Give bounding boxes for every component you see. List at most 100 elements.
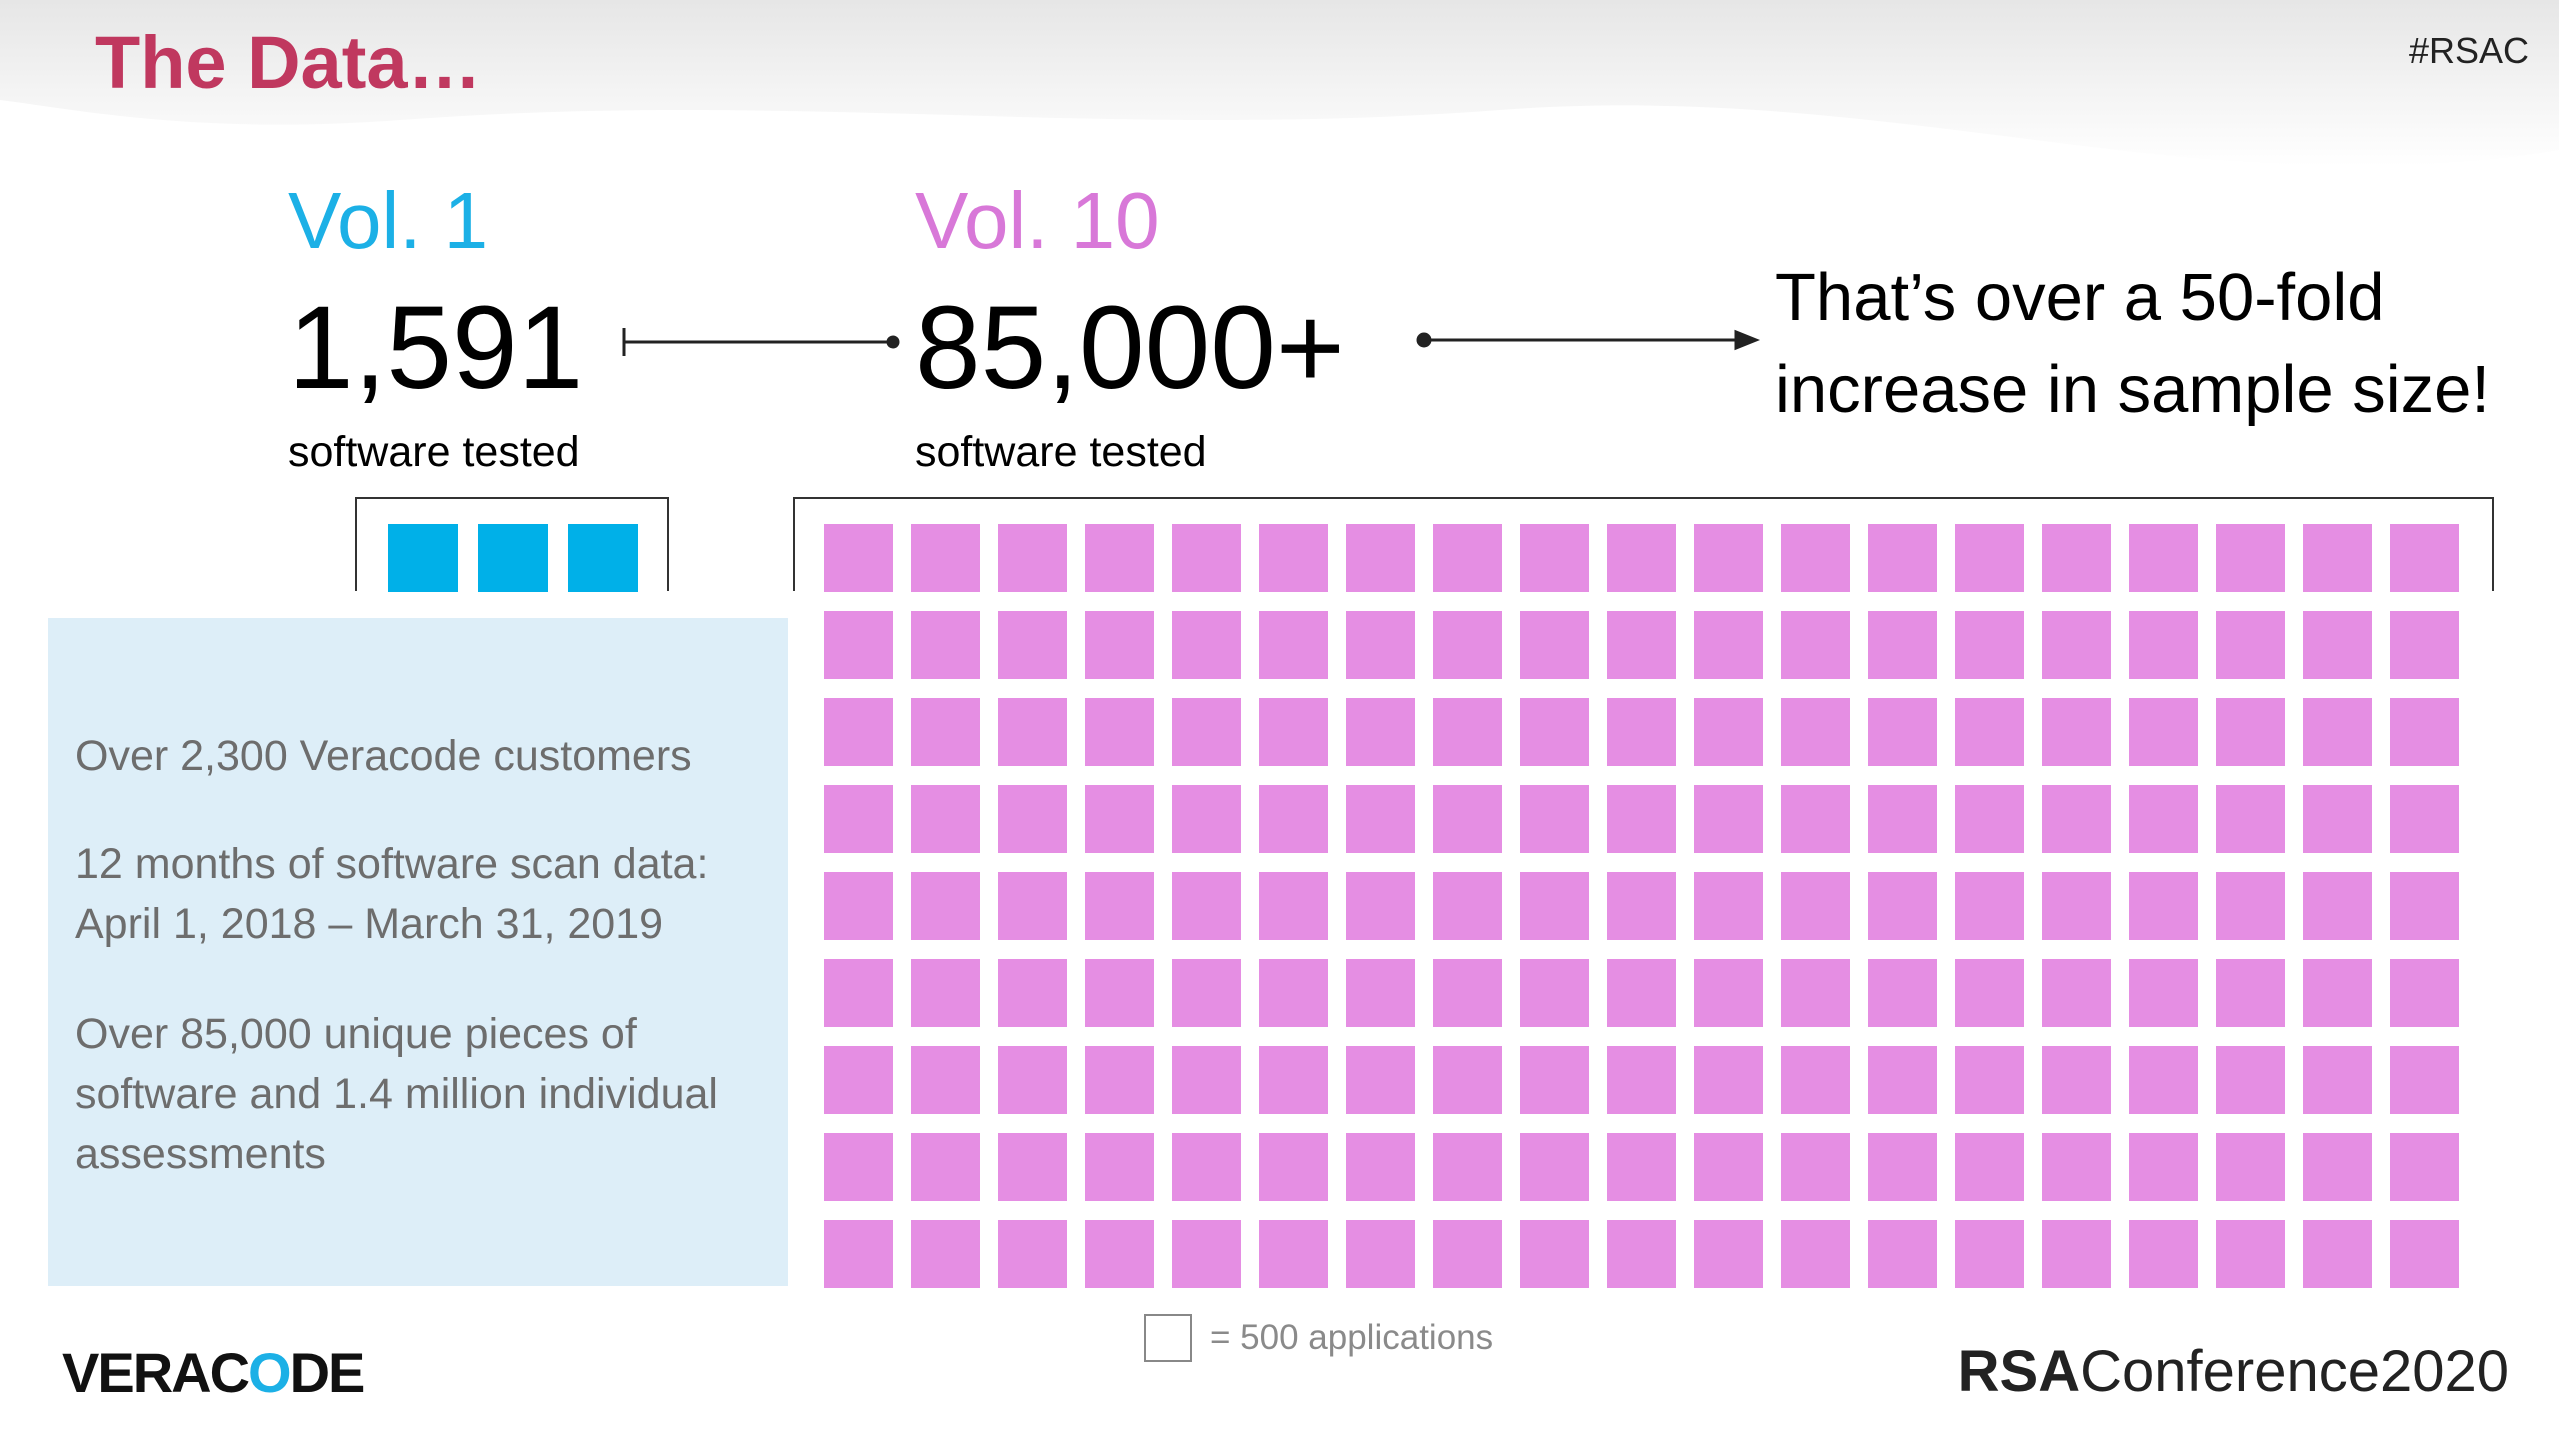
vol10-block	[2303, 872, 2372, 940]
rsa-conference-logo: RSAConference2020	[1958, 1338, 2509, 1405]
hashtag: #RSAC	[2408, 30, 2529, 71]
vol10-block	[1955, 1220, 2024, 1288]
vol10-block	[1346, 1220, 1415, 1288]
vol10-block	[1694, 959, 1763, 1027]
vol10-block	[1520, 959, 1589, 1027]
vol10-block	[1520, 872, 1589, 940]
vol10-block	[1346, 1133, 1415, 1201]
vol10-block	[1520, 1046, 1589, 1114]
legend-square	[1144, 1314, 1192, 1362]
vol10-block	[824, 524, 893, 592]
callout-line-1: That’s over a 50-fold	[1775, 260, 2385, 335]
vol10-block	[1694, 524, 1763, 592]
vol10-block	[824, 959, 893, 1027]
vol10-block	[1520, 611, 1589, 679]
vol10-block	[1433, 1220, 1502, 1288]
vol10-block	[1955, 698, 2024, 766]
vol10-block	[1955, 959, 2024, 1027]
vol10-block	[2390, 611, 2459, 679]
vol10-block	[2129, 785, 2198, 853]
vol10-block	[1955, 1046, 2024, 1114]
vol10-block	[1607, 872, 1676, 940]
vol10-block	[2042, 698, 2111, 766]
info-scan-line-1: 12 months of software scan data:	[75, 840, 709, 888]
vol10-block	[2129, 959, 2198, 1027]
vol10-block	[911, 698, 980, 766]
vol10-block	[2129, 1133, 2198, 1201]
vol10-block	[1085, 1046, 1154, 1114]
vol10-block	[1346, 1046, 1415, 1114]
vol10-block	[1694, 785, 1763, 853]
vol10-block	[1781, 1046, 1850, 1114]
vol10-block	[1694, 611, 1763, 679]
vol10-block	[2390, 524, 2459, 592]
vol10-block	[998, 785, 1067, 853]
vol10-block	[998, 698, 1067, 766]
vol10-block	[1259, 1046, 1328, 1114]
vol1-count: 1,591	[288, 282, 584, 414]
vol10-block	[1520, 1133, 1589, 1201]
vol10-block	[1346, 785, 1415, 853]
vol10-block	[1781, 698, 1850, 766]
vol10-block	[998, 1133, 1067, 1201]
vol10-block	[2216, 1220, 2285, 1288]
vol10-block	[2303, 959, 2372, 1027]
vol10-block	[911, 611, 980, 679]
vol10-block	[911, 785, 980, 853]
vol10-block	[911, 959, 980, 1027]
vol10-block	[1868, 524, 1937, 592]
vol10-block	[1085, 959, 1154, 1027]
vol10-block	[1172, 524, 1241, 592]
info-panel	[48, 618, 788, 1286]
vol10-block	[1607, 611, 1676, 679]
rsa-logo-b: Conference2020	[2080, 1339, 2509, 1404]
vol10-block	[911, 1046, 980, 1114]
vol10-block	[2303, 1133, 2372, 1201]
vol10-block	[1433, 611, 1502, 679]
vol10-block	[2042, 524, 2111, 592]
vol10-block	[1607, 785, 1676, 853]
vol10-block	[1781, 1220, 1850, 1288]
vol10-block	[1259, 611, 1328, 679]
vol10-block	[1259, 1220, 1328, 1288]
vol10-block	[1172, 1220, 1241, 1288]
vol10-block	[1433, 698, 1502, 766]
vol10-block	[2042, 872, 2111, 940]
vol10-block	[1607, 1133, 1676, 1201]
vol10-block	[1520, 698, 1589, 766]
vol10-block	[1433, 1046, 1502, 1114]
vol10-block	[2303, 785, 2372, 853]
vol10-block	[998, 1220, 1067, 1288]
vol10-block	[1259, 872, 1328, 940]
info-software-line-2: software and 1.4 million individual	[75, 1070, 718, 1118]
vol10-block	[2129, 1220, 2198, 1288]
vol10-block	[2129, 872, 2198, 940]
vol10-block	[824, 1046, 893, 1114]
vol10-block	[2042, 1046, 2111, 1114]
veracode-logo-b: O	[248, 1341, 292, 1404]
vol10-block	[1433, 785, 1502, 853]
vol10-block	[1346, 698, 1415, 766]
vol10-block	[1085, 611, 1154, 679]
vol10-block	[824, 785, 893, 853]
vol1-subtitle: software tested	[288, 428, 580, 476]
info-software-line-3: assessments	[75, 1130, 326, 1178]
info-software-count: Over 85,000 unique pieces of software an…	[75, 1004, 718, 1184]
vol10-block	[824, 1133, 893, 1201]
vol10-block	[1694, 1046, 1763, 1114]
vol10-block	[1607, 959, 1676, 1027]
vol10-block	[911, 1220, 980, 1288]
vol10-block	[1868, 1046, 1937, 1114]
vol10-block	[1520, 524, 1589, 592]
vol10-block	[1694, 872, 1763, 940]
vol10-block	[1868, 1220, 1937, 1288]
vol10-block	[1259, 524, 1328, 592]
vol10-block	[2303, 611, 2372, 679]
vol10-block	[1781, 524, 1850, 592]
vol10-block	[2216, 524, 2285, 592]
vol10-block	[998, 1046, 1067, 1114]
vol10-block	[2129, 611, 2198, 679]
vol10-block	[1346, 872, 1415, 940]
callout-text: That’s over a 50-fold increase in sample…	[1775, 252, 2490, 436]
